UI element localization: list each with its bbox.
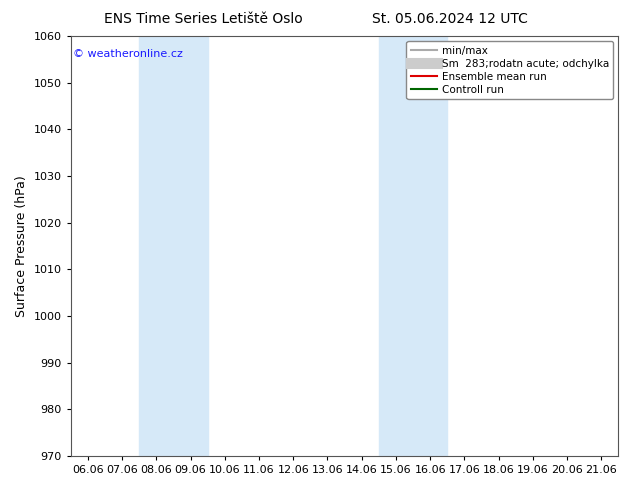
Bar (379, 36, 448, 456)
Bar (139, 36, 208, 456)
Text: St. 05.06.2024 12 UTC: St. 05.06.2024 12 UTC (372, 12, 528, 26)
Y-axis label: Surface Pressure (hPa): Surface Pressure (hPa) (15, 175, 28, 317)
Text: ENS Time Series Letiště Oslo: ENS Time Series Letiště Oslo (103, 12, 302, 26)
Text: © weatheronline.cz: © weatheronline.cz (74, 49, 183, 59)
Legend: min/max, Sm  283;rodatn acute; odchylka, Ensemble mean run, Controll run: min/max, Sm 283;rodatn acute; odchylka, … (406, 41, 613, 99)
